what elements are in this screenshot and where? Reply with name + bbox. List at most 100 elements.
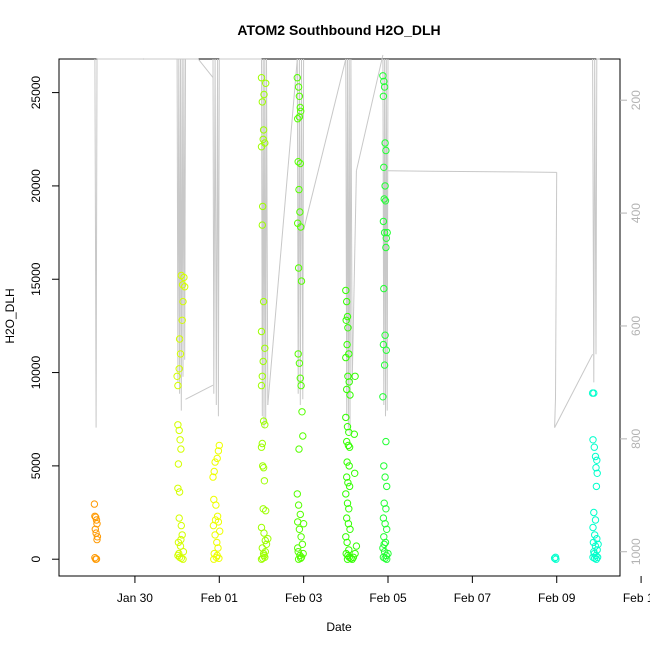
data-point-2-1 <box>210 467 218 476</box>
data-point-7-6 <box>590 443 598 451</box>
data-point-1-5 <box>178 316 186 324</box>
y-tick-label-1: 5000 <box>29 452 43 479</box>
trace-segment-13 <box>355 54 384 171</box>
data-point-5-19 <box>345 443 354 451</box>
data-point-6-1 <box>380 77 388 86</box>
data-point-4-17 <box>296 374 304 382</box>
data-point-6-24 <box>383 482 391 491</box>
data-point-0-4 <box>91 525 100 533</box>
data-point-7-11 <box>592 482 601 491</box>
data-point-6-22 <box>380 462 388 470</box>
data-point-2-5 <box>215 441 224 450</box>
data-point-0-10 <box>92 555 101 563</box>
data-point-5-33 <box>343 538 351 547</box>
data-point-4-29 <box>294 548 302 556</box>
data-point-6-12 <box>382 234 390 242</box>
data-point-6-37 <box>383 555 391 563</box>
data-point-4-23 <box>294 501 303 509</box>
data-point-4-15 <box>294 350 302 358</box>
data-point-2-7 <box>212 501 220 509</box>
data-point-5-41 <box>349 553 358 561</box>
data-point-7-0 <box>550 554 559 562</box>
data-point-1-10 <box>177 271 186 280</box>
data-point-4-9 <box>295 185 303 194</box>
data-point-2-12 <box>214 544 222 552</box>
right-tick-label-0: 200 <box>629 90 643 110</box>
data-point-6-2 <box>380 83 389 91</box>
data-point-7-24 <box>592 555 601 563</box>
data-point-7-15 <box>591 531 599 539</box>
data-point-1-29 <box>177 535 185 544</box>
data-point-4-7 <box>294 158 302 166</box>
data-point-4-5 <box>295 113 304 121</box>
data-point-2-10 <box>211 531 219 539</box>
data-point-7-7 <box>591 452 600 461</box>
data-point-4-27 <box>297 533 305 541</box>
data-point-5-21 <box>345 462 353 470</box>
data-point-6-15 <box>380 284 388 293</box>
data-point-6-38 <box>384 549 392 558</box>
right-tick-label-4: 1000 <box>629 538 643 565</box>
data-point-0-11 <box>91 554 99 562</box>
data-point-7-26 <box>590 548 598 556</box>
data-point-6-23 <box>381 473 389 481</box>
data-point-6-17 <box>379 340 388 349</box>
data-point-7-4 <box>590 389 598 397</box>
data-point-5-4 <box>344 324 352 332</box>
trace-segment-4 <box>185 384 214 400</box>
data-point-1-9 <box>181 283 189 291</box>
data-point-3-33 <box>260 551 268 560</box>
data-point-4-0 <box>293 74 301 82</box>
data-point-1-12 <box>175 426 183 435</box>
axes: Jan 30 Feb 01 Feb 03 Feb 05 Feb 07 Feb 09 Feb … <box>29 76 650 605</box>
data-point-2-18 <box>216 527 224 535</box>
data-point-0-6 <box>93 533 102 541</box>
data-point-3-0 <box>257 74 266 82</box>
data-point-5-0 <box>342 286 350 295</box>
data-point-4-10 <box>296 208 304 216</box>
data-point-1-19 <box>177 521 186 530</box>
data-point-3-14 <box>258 372 266 380</box>
data-point-3-17 <box>261 421 269 429</box>
data-point-3-18 <box>258 439 266 448</box>
data-point-3-12 <box>261 344 269 352</box>
data-point-4-6 <box>297 107 305 116</box>
right-tick-label-3: 800 <box>629 429 643 449</box>
data-point-3-10 <box>259 297 268 306</box>
data-point-2-17 <box>213 551 221 560</box>
data-point-1-16 <box>174 484 182 492</box>
data-point-4-22 <box>293 490 301 498</box>
data-point-5-18 <box>344 441 353 450</box>
data-point-4-8 <box>296 159 304 168</box>
data-point-7-12 <box>590 508 598 517</box>
data-point-1-0 <box>173 372 181 380</box>
data-point-1-1 <box>174 381 182 390</box>
trace-lines <box>94 54 600 434</box>
data-point-5-20 <box>343 458 351 466</box>
data-point-4-21 <box>295 445 303 453</box>
data-point-1-3 <box>176 350 185 358</box>
data-point-6-7 <box>381 182 389 190</box>
data-point-5-42 <box>351 549 359 558</box>
y-tick-label-3: 15000 <box>29 262 43 296</box>
data-point-6-26 <box>382 505 390 513</box>
right-tick-label-2: 600 <box>629 316 643 336</box>
data-point-5-28 <box>345 505 353 513</box>
data-point-3-15 <box>257 381 266 390</box>
data-point-3-8 <box>259 202 267 211</box>
data-point-3-34 <box>261 548 269 556</box>
data-point-6-4 <box>381 139 389 147</box>
trace-segment-17 <box>554 353 594 428</box>
x-tick-label-1: Feb 01 <box>201 591 239 605</box>
data-point-4-1 <box>294 83 303 91</box>
data-point-7-13 <box>591 516 600 524</box>
data-point-7-14 <box>589 523 597 532</box>
data-point-6-32 <box>379 544 387 552</box>
data-point-3-31 <box>257 555 266 563</box>
data-point-5-13 <box>342 413 350 422</box>
data-point-5-22 <box>351 469 359 477</box>
data-point-1-15 <box>177 445 185 453</box>
data-point-4-35 <box>294 544 302 552</box>
data-point-3-35 <box>262 540 271 548</box>
